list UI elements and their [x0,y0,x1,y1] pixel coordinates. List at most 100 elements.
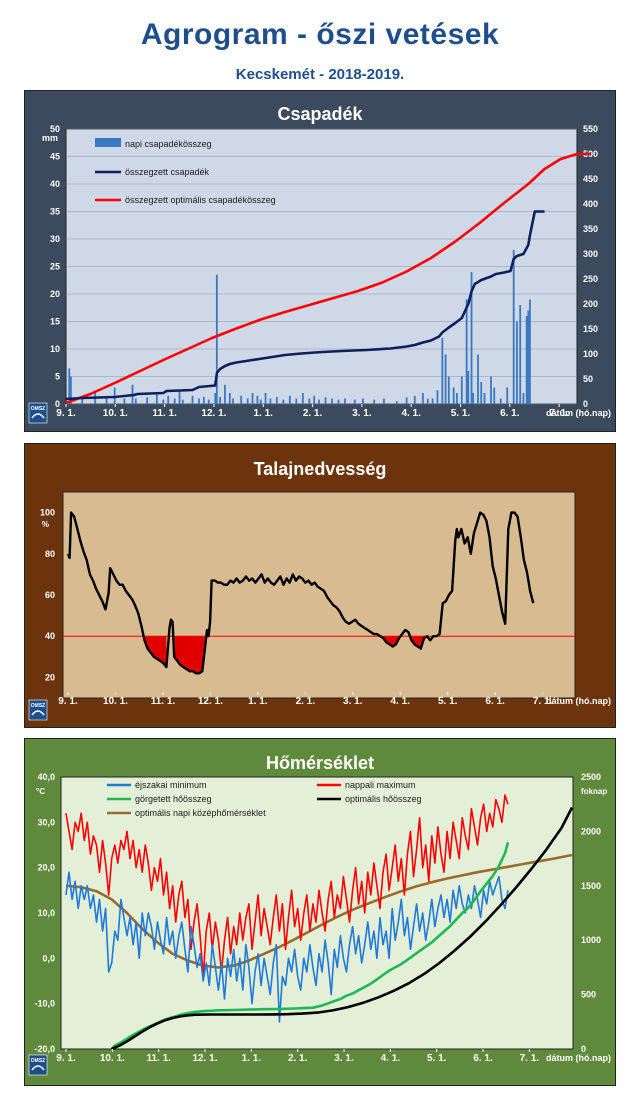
precip-title: Csapadék [277,104,363,124]
precip-daily-bar [525,316,528,404]
precip-daily-bar [313,395,316,404]
precip-daily-bar [219,396,221,404]
precip-y-tick-left: 25 [50,262,60,272]
precip-daily-bar [295,398,298,404]
precip-daily-bar [421,393,424,404]
temp-y-tick-left: 0,0 [42,953,55,963]
temp-max-line [65,794,509,978]
x-tick-label: 5. 1. [451,408,471,419]
x-axis-label: dátum (hó.nap) [546,696,611,706]
x-tick-label: 1. 1. [254,408,274,419]
x-tick-label: 6. 1. [485,696,505,707]
precip-daily-bar [181,399,184,404]
precip-daily-bar [529,299,531,404]
precip-daily-bar [251,393,254,404]
precip-daily-bar [162,399,165,404]
x-tick-label: 4. 1. [381,1053,401,1064]
precip-daily-bar [246,398,249,404]
page-subtitle: Kecskemét - 2018-2019. [235,66,405,83]
precip-daily-bar [167,395,170,404]
precip-daily-bar [301,393,304,404]
temp-y-unit-right: foknap [581,787,607,796]
precip-daily-bar [373,399,376,404]
x-tick-label: 6. 1. [500,408,520,419]
precip-daily-bar [493,387,496,404]
precip-daily-bar [214,393,217,404]
precip-daily-bar [232,398,234,404]
precip-daily-bar [178,390,181,404]
precip-daily-bar [506,387,509,404]
precip-daily-bar [396,401,398,404]
precip-daily-bar [444,354,447,404]
x-tick-label: 9. 1. [56,1053,76,1064]
temp-y-tick-right: 500 [581,990,596,1000]
precip-daily-bar [465,299,468,404]
precip-daily-bar [318,399,320,404]
soil-deficit-area [144,636,167,668]
soil-y-tick: 100 [40,508,55,518]
precip-daily-bar [337,399,340,404]
soil-moisture-panel: Talajnedvesség 20 40 60 80 100% 9. 1. 10. 1. 11.… [24,443,616,728]
omsz-logo-text: OMSZ [31,1058,45,1064]
temp-y-tick-right: 2500 [581,772,601,782]
x-tick-label: 3. 1. [334,1053,354,1064]
x-tick-label: 2. 1. [288,1053,308,1064]
precip-daily-bar [198,398,200,404]
precip-daily-bar [259,399,262,404]
precip-daily-bar [105,395,108,404]
soil-title: Talajnedvesség [254,459,387,479]
precip-optimal-line [65,152,590,405]
x-tick-label: 5. 1. [427,1053,447,1064]
x-tick-label: 9. 1. [58,696,78,707]
temperature-chart: Hőmérséklet -20,0 -10,0 0,0 10,0 20,0 30,0 40,0… [28,753,611,1076]
omsz-logo-text: OMSZ [31,703,45,709]
precip-daily-bar [215,274,218,404]
x-tick-label: 12. 1. [201,408,226,419]
temp-min-line [65,871,509,1023]
precip-y-tick-left: 40 [50,179,60,189]
x-tick-label: 9. 1. [56,408,76,419]
precip-daily-bar [447,376,450,404]
precip-daily-bar [228,393,231,404]
temperature-panel: Hőmérséklet -20,0 -10,0 0,0 10,0 20,0 30,0 40,0… [24,738,616,1086]
precip-y-tick-right: 500 [583,149,598,159]
precip-y-tick-right: 350 [583,224,598,234]
precip-y-tick-right: 300 [583,249,598,259]
precip-daily-bar [264,393,267,404]
precip-daily-bar [472,393,475,404]
precip-y-unit: mm [42,133,58,143]
precip-daily-bar [282,399,285,404]
precip-daily-bar [436,390,439,404]
precip-daily-bar [405,397,408,404]
x-tick-label: 4. 1. [401,408,421,419]
precip-daily-bar [69,376,72,404]
precip-daily-bar [202,396,205,404]
precip-y-tick-left: 10 [50,344,60,354]
temp-y-tick-left: 10,0 [37,908,55,918]
precip-daily-bar [519,305,522,404]
precip-daily-bar [81,398,84,404]
precip-daily-bar [516,321,518,404]
x-tick-label: 11. 1. [146,1053,171,1064]
precip-legend-label: napi csapadékösszeg [125,139,212,149]
page-title: Agrogram - őszi vetések [140,18,500,51]
precip-y-tick-left: 5 [55,372,60,382]
x-tick-label: 5. 1. [438,696,458,707]
precip-y-tick-right: 0 [583,399,588,409]
precip-daily-bar [191,395,194,404]
temp-gdd-optimal-line [111,806,574,1051]
precip-daily-bar [383,398,385,404]
precip-daily-bar [308,398,311,404]
x-tick-label: 3. 1. [352,408,372,419]
precip-daily-bar [361,398,364,404]
soil-y-tick: 40 [45,631,55,641]
precipitation-chart: Csapadék05101520253035404550050100150200… [28,104,611,424]
precip-daily-bar [499,398,502,404]
precip-daily-bar [522,393,525,404]
x-tick-label: 10. 1. [103,696,128,707]
precip-daily-bar [490,376,492,404]
precip-daily-bar [413,395,416,404]
x-tick-label: 4. 1. [391,696,411,707]
precip-daily-bar [353,399,356,404]
temp-y-tick-left: 40,0 [37,772,55,782]
